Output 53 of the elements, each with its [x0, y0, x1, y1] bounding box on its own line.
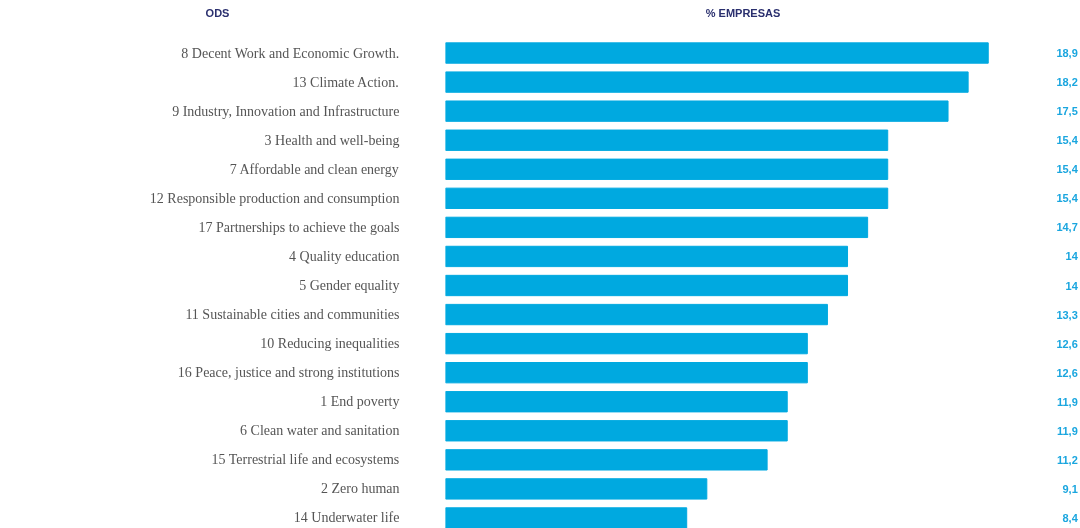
y-tick-label: 10 Reducing inequalities [260, 336, 400, 352]
y-tick-label: 13 Climate Action. [292, 74, 399, 90]
data-label: 17,5 [1056, 105, 1078, 118]
y-tick-label: 9 Industry, Innovation and Infrastructure [172, 103, 400, 119]
y-tick-label: 14 Underwater life [293, 510, 400, 526]
bar [445, 42, 989, 64]
y-tick-label: 6 Clean water and sanitation [240, 423, 400, 439]
y-tick-label: 12 Responsible production and consumption [149, 190, 400, 206]
data-label: 13,3 [1056, 308, 1078, 321]
y-tick-label: 2 Zero human [320, 481, 400, 497]
bar [445, 420, 788, 442]
y-tick-label: 15 Terrestrial life and ecosystems [211, 452, 400, 468]
bar [445, 478, 708, 500]
y-tick-label: 7 Affordable and clean energy [229, 161, 399, 177]
bar [445, 303, 828, 326]
bar [445, 100, 949, 122]
chart-title: % EMPRESAS [704, 6, 782, 21]
data-label: 11,9 [1056, 395, 1078, 408]
data-label: 14,7 [1056, 221, 1078, 234]
y-tick-label: 1 End poverty [320, 394, 400, 410]
data-label: 18,9 [1056, 47, 1078, 60]
y-tick-label: 11 Sustainable cities and communities [185, 307, 400, 323]
bar [445, 362, 808, 384]
bar [445, 245, 849, 268]
text: ODS [204, 6, 231, 21]
data-label: 14 [1065, 250, 1079, 263]
data-label: 15,4 [1056, 134, 1079, 147]
bar [445, 71, 969, 93]
data-label: 8,4 [1062, 511, 1079, 524]
bar [445, 391, 788, 413]
data-label: 12,6 [1056, 337, 1078, 350]
bar [445, 507, 688, 528]
data-label: 14 [1065, 279, 1079, 292]
y-tick-label: 4 Quality education [289, 248, 400, 264]
y-tick-label: 17 Partnerships to achieve the goals [198, 219, 400, 235]
data-label: 18,2 [1056, 76, 1078, 89]
data-label: 15,4 [1056, 163, 1079, 176]
data-label: 12,6 [1056, 366, 1078, 379]
y-tick-label: 16 Peace, justice and strong institutions [177, 365, 400, 381]
bar [445, 187, 889, 209]
y-tick-label: 5 Gender equality [299, 278, 400, 293]
bar [445, 158, 889, 180]
bar [445, 449, 768, 471]
bar [445, 216, 869, 239]
data-label: 9,1 [1062, 482, 1078, 495]
data-label: 11,9 [1056, 424, 1078, 437]
y-tick-label: 8 Decent Work and Economic Growth. [181, 45, 400, 61]
bar [445, 274, 849, 297]
data-label: 11,2 [1056, 453, 1078, 466]
bar [445, 129, 889, 151]
bar [445, 332, 808, 355]
y-tick-label: 3 Health and well-being [264, 132, 400, 148]
data-label: 15,4 [1056, 192, 1079, 205]
